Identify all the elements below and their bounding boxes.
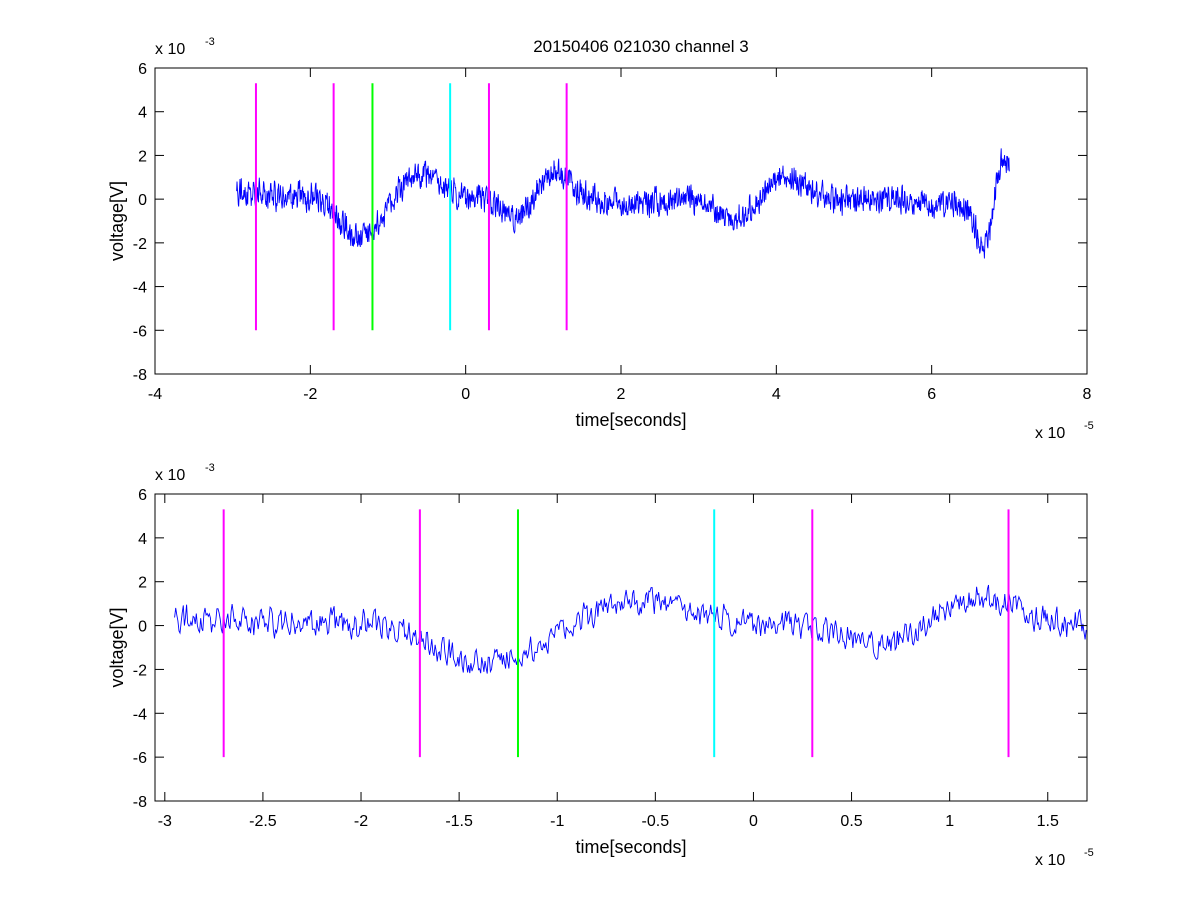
y-tick-label: 0 <box>138 192 147 209</box>
y-tick-label: 4 <box>138 531 147 548</box>
x-tick-label: 0 <box>461 386 470 403</box>
y-axis-label: voltage[V] <box>107 181 127 261</box>
x-tick-label: -2 <box>354 813 368 830</box>
y-tick-label: 0 <box>138 619 147 636</box>
x-axis-label: time[seconds] <box>575 410 686 430</box>
x-tick-label: -1.5 <box>445 813 473 830</box>
y-tick-label: -2 <box>133 662 147 679</box>
x-tick-label: -0.5 <box>642 813 670 830</box>
y-tick-label: 6 <box>138 61 147 78</box>
axes-box <box>154 67 1088 375</box>
x-tick-label: 6 <box>927 386 936 403</box>
signal-line <box>236 148 1010 259</box>
signal-line <box>174 584 1087 674</box>
y-tick-label: 6 <box>138 487 147 504</box>
y-tick-label: -8 <box>133 794 147 811</box>
y-tick-label: -4 <box>133 280 147 297</box>
x-exponent-base: x 10 <box>1035 852 1065 869</box>
y-tick-label: -2 <box>133 236 147 253</box>
chart-title: 20150406 021030 channel 3 <box>533 37 749 56</box>
x-tick-label: -2 <box>303 386 317 403</box>
x-tick-label: -3 <box>158 813 172 830</box>
x-tick-label: 1.5 <box>1037 813 1059 830</box>
x-tick-label: -4 <box>148 386 162 403</box>
x-exponent-power: -5 <box>1084 847 1094 859</box>
y-tick-label: 4 <box>138 105 147 122</box>
x-axis-label: time[seconds] <box>575 837 686 857</box>
x-tick-label: 0.5 <box>840 813 862 830</box>
x-tick-label: 0 <box>749 813 758 830</box>
x-tick-label: 4 <box>772 386 781 403</box>
y-tick-label: -6 <box>133 323 147 340</box>
x-tick-label: -1 <box>550 813 564 830</box>
y-tick-label: -6 <box>133 750 147 767</box>
y-tick-label: 2 <box>138 148 147 165</box>
top-subplot: -4 -2 0 2 4 6 8 -8 -6 -4 -2 0 2 4 6 time[seconds] voltag… <box>107 36 1094 442</box>
x-tick-label: 1 <box>945 813 954 830</box>
x-tick-label: -2.5 <box>249 813 277 830</box>
y-exponent-base: x 10 <box>155 41 185 58</box>
bottom-subplot: -3 -2.5 -2 -1.5 -1 -0.5 0 0.5 1 1.5 -8 -6 -4 -2 0 2 4 6 ti… <box>107 462 1094 869</box>
x-exponent-power: -5 <box>1084 420 1094 432</box>
y-exponent-power: -3 <box>205 462 215 474</box>
y-tick-label: -8 <box>133 367 147 384</box>
y-axis-label: voltage[V] <box>107 607 127 687</box>
axes-box <box>154 493 1088 802</box>
y-exponent-base: x 10 <box>155 467 185 484</box>
y-tick-label: 2 <box>138 575 147 592</box>
y-exponent-power: -3 <box>205 36 215 48</box>
y-tick-label: -4 <box>133 706 147 723</box>
x-exponent-base: x 10 <box>1035 425 1065 442</box>
x-tick-label: 8 <box>1083 386 1092 403</box>
x-tick-label: 2 <box>617 386 626 403</box>
